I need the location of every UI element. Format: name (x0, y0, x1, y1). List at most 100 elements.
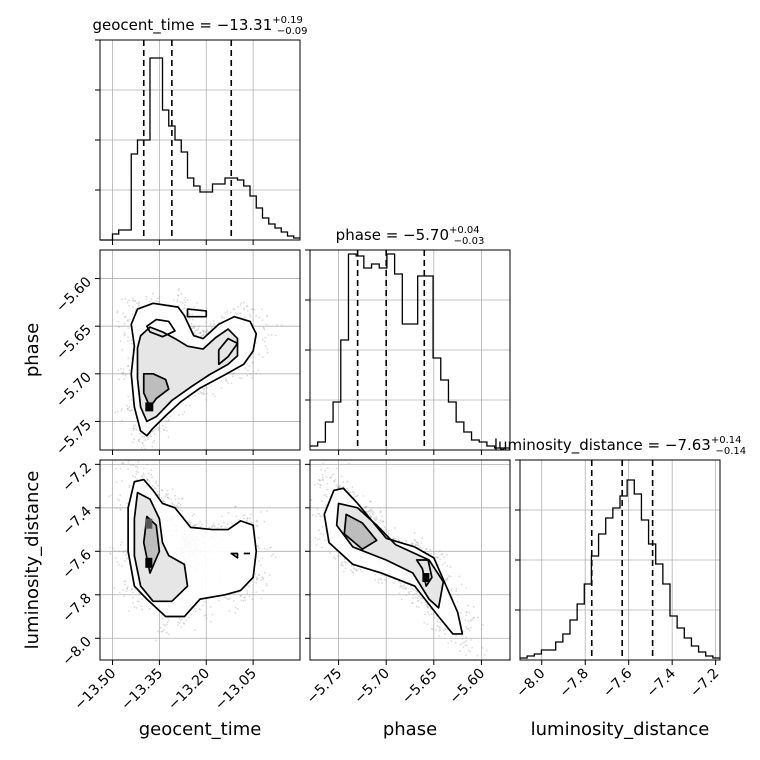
sample-point (135, 607, 138, 609)
sample-point (131, 591, 134, 594)
sample-point (157, 630, 160, 633)
sample-point (199, 331, 202, 334)
sample-point (465, 614, 468, 617)
sample-point (346, 487, 349, 490)
sample-point (370, 516, 373, 519)
sample-point (146, 478, 149, 481)
x-tick-label: −5.60 (447, 666, 489, 708)
sample-point (126, 301, 129, 304)
sample-point (164, 426, 167, 429)
sample-point (439, 629, 442, 632)
sample-point (355, 568, 357, 570)
sample-point (449, 566, 452, 568)
sample-point (355, 569, 358, 572)
sample-point (193, 306, 195, 309)
sample-point (177, 294, 179, 297)
sample-point (150, 435, 152, 438)
contour-line-2 (343, 513, 378, 550)
sample-point (255, 342, 257, 345)
sample-point (177, 414, 180, 416)
sample-point (153, 433, 156, 435)
contour-line-1 (133, 491, 189, 603)
sample-point (326, 495, 328, 498)
sample-point (435, 629, 437, 632)
sample-point (130, 409, 133, 412)
sample-point (412, 597, 414, 599)
sample-point (123, 560, 126, 562)
sample-point (420, 542, 423, 545)
sample-point (240, 302, 243, 305)
sample-point (338, 486, 341, 489)
sample-point (353, 493, 355, 496)
sample-point (418, 546, 421, 549)
sample-point (111, 464, 114, 466)
sample-point (234, 505, 237, 508)
x-tick-label: −8.0 (513, 666, 548, 701)
sample-point (151, 430, 154, 433)
sample-point (349, 569, 352, 572)
sample-point (175, 504, 178, 507)
sample-point (465, 611, 468, 614)
sample-point (458, 575, 461, 578)
y-axis-label-phase: phase (22, 323, 43, 377)
sample-point (120, 419, 123, 422)
sample-point (456, 601, 459, 603)
sample-point (124, 315, 127, 318)
y-tick-label: −7.6 (59, 547, 94, 582)
sample-point (191, 318, 194, 321)
sample-point (240, 599, 243, 602)
sample-point (145, 295, 148, 298)
density-fill-mid (137, 327, 238, 422)
sample-point (205, 321, 208, 324)
sample-point (416, 600, 419, 603)
sample-point (109, 494, 112, 497)
sample-point (413, 539, 416, 542)
sample-point (119, 340, 122, 343)
sample-point (126, 587, 129, 590)
sample-point (162, 628, 165, 631)
sample-point (124, 580, 127, 582)
sample-point (315, 515, 317, 517)
sample-point (365, 506, 368, 508)
sample-point (151, 485, 154, 487)
sample-point (438, 625, 441, 628)
sample-point (141, 435, 144, 438)
sample-point (363, 506, 366, 509)
panel-1-1 (310, 250, 510, 450)
sample-point (131, 588, 134, 591)
sample-point (124, 549, 127, 552)
sample-point (388, 577, 391, 580)
sample-point (255, 576, 258, 579)
sample-point (160, 615, 163, 617)
sample-point (119, 467, 122, 470)
sample-point (225, 597, 228, 599)
sample-point (274, 556, 277, 558)
sample-point (264, 345, 267, 347)
sample-point (165, 492, 168, 495)
sample-point (469, 619, 472, 622)
sample-point (462, 646, 465, 649)
sample-point (206, 328, 209, 331)
sample-point (471, 646, 473, 649)
sample-point (412, 594, 415, 596)
sample-point (160, 488, 163, 491)
sample-point (430, 613, 433, 615)
sample-point (204, 614, 207, 616)
sample-point (249, 373, 252, 376)
sample-point (444, 628, 447, 631)
sample-point (116, 311, 119, 314)
sample-point (188, 616, 191, 619)
sample-point (455, 587, 458, 590)
sample-point (132, 427, 135, 430)
sample-point (177, 624, 179, 627)
sample-point (141, 441, 144, 444)
sample-point (149, 300, 152, 303)
sample-point (385, 528, 387, 531)
title-main: phase = −5.70 (336, 226, 449, 244)
sample-point (168, 497, 170, 500)
sample-point (108, 495, 111, 498)
sample-point (128, 409, 131, 412)
sample-point (138, 301, 140, 304)
sample-point (123, 332, 125, 334)
sample-point (145, 298, 148, 301)
